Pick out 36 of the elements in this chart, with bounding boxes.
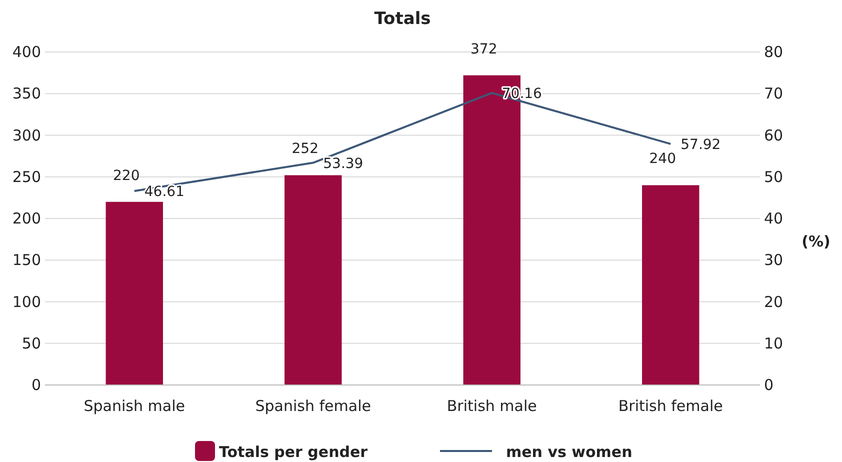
x-tick-label: British male bbox=[446, 397, 537, 415]
y2-tick-label: 40 bbox=[764, 210, 784, 228]
data-label: 252 bbox=[292, 141, 318, 158]
y2-tick-label: 0 bbox=[764, 376, 774, 394]
data-label: 46.61 bbox=[144, 184, 184, 200]
y-tick-label: 100 bbox=[12, 292, 41, 311]
y2-axis-title: (%) bbox=[802, 232, 830, 250]
y2-tick-label: 80 bbox=[764, 43, 784, 61]
legend-label: men vs women bbox=[506, 443, 632, 461]
y-tick-label: 150 bbox=[12, 251, 41, 270]
y-tick-label: 400 bbox=[12, 43, 41, 61]
x-tick-label: Spanish female bbox=[255, 397, 371, 415]
y-tick-label: 250 bbox=[12, 168, 41, 186]
y-tick-label: 200 bbox=[12, 210, 41, 228]
y-tick-label: 350 bbox=[12, 84, 41, 103]
chart-title: Totals bbox=[374, 9, 431, 29]
bar bbox=[284, 175, 342, 385]
y2-tick-label: 20 bbox=[764, 292, 784, 311]
y2-tick-label: 60 bbox=[764, 126, 784, 144]
y2-tick-label: 70 bbox=[764, 84, 784, 103]
y2-tick-label: 10 bbox=[764, 334, 784, 352]
data-label: 57.92 bbox=[680, 136, 721, 153]
y-tick-label: 50 bbox=[22, 334, 41, 352]
data-label: 372 bbox=[470, 41, 498, 58]
legend-label: Totals per gender bbox=[219, 443, 368, 461]
x-tick-label: British female bbox=[618, 397, 723, 415]
data-label: 53.39 bbox=[323, 156, 364, 172]
y2-tick-label: 50 bbox=[764, 168, 784, 186]
y-tick-label: 0 bbox=[31, 376, 41, 394]
bar bbox=[106, 202, 163, 385]
y-tick-label: 300 bbox=[12, 126, 41, 144]
data-label: 220 bbox=[113, 168, 140, 184]
data-label: 240 bbox=[649, 151, 676, 168]
bar bbox=[642, 185, 700, 385]
x-tick-label: Spanish male bbox=[84, 397, 185, 415]
y2-tick-label: 30 bbox=[764, 251, 784, 270]
